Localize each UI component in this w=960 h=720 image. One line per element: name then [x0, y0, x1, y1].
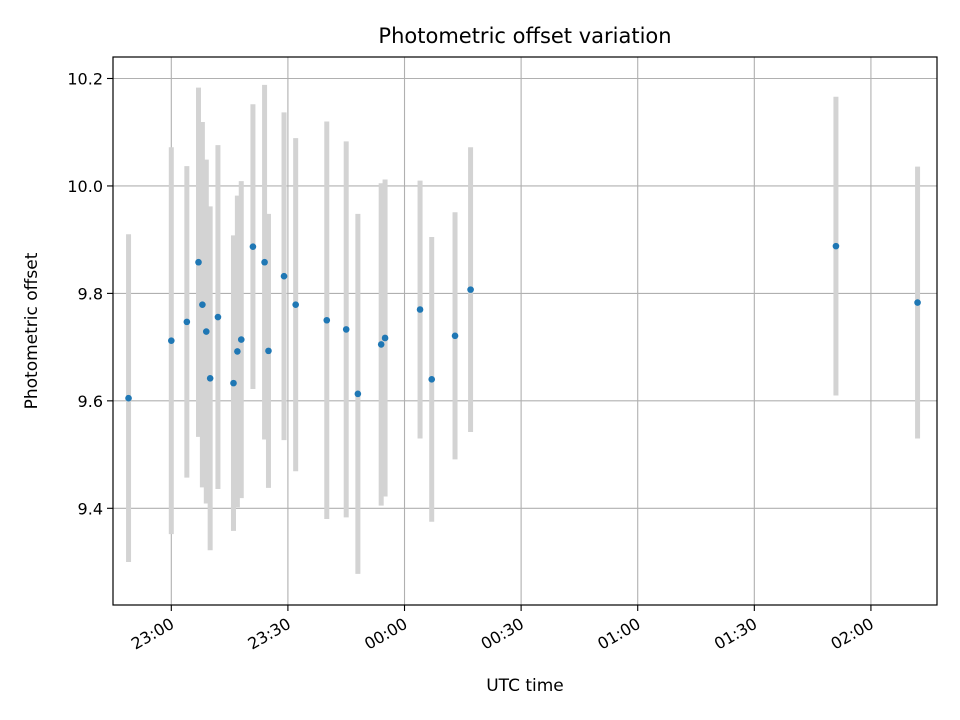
data-point — [914, 299, 921, 306]
data-point — [249, 243, 257, 250]
data-point — [428, 376, 436, 383]
x-axis-label: UTC time — [486, 676, 564, 696]
data-point — [206, 374, 214, 382]
data-points — [125, 242, 921, 402]
data-point — [381, 334, 389, 342]
data-point — [451, 332, 459, 340]
y-tick-label: 9.4 — [78, 499, 103, 518]
data-point — [183, 318, 191, 326]
y-axis-label: Photometric offset — [22, 252, 42, 409]
y-axis: 9.4 9.6 9.8 10.0 10.2 — [67, 69, 113, 518]
data-point — [292, 301, 299, 308]
plot-frame — [112, 56, 938, 606]
data-point — [416, 306, 424, 313]
data-point — [377, 341, 385, 348]
grid-lines — [113, 57, 937, 605]
data-point — [234, 348, 241, 355]
data-point — [168, 337, 175, 344]
data-point — [237, 336, 245, 343]
data-point — [832, 242, 840, 250]
data-point — [199, 301, 206, 308]
data-point — [280, 272, 288, 280]
data-point — [195, 258, 202, 266]
data-point — [125, 394, 132, 402]
y-tick-label: 9.8 — [78, 284, 103, 303]
data-point — [202, 328, 210, 335]
data-point — [342, 326, 350, 333]
y-tick-label: 10.0 — [67, 177, 103, 196]
data-point — [323, 316, 331, 324]
data-point — [261, 258, 268, 266]
data-point — [214, 313, 222, 321]
data-point — [467, 286, 474, 293]
y-tick-label: 9.6 — [78, 392, 103, 411]
chart-title: Photometric offset variation — [378, 24, 671, 48]
y-tick-label: 10.2 — [67, 69, 103, 88]
data-point — [265, 347, 272, 355]
data-point — [230, 379, 237, 387]
data-point — [354, 390, 362, 398]
